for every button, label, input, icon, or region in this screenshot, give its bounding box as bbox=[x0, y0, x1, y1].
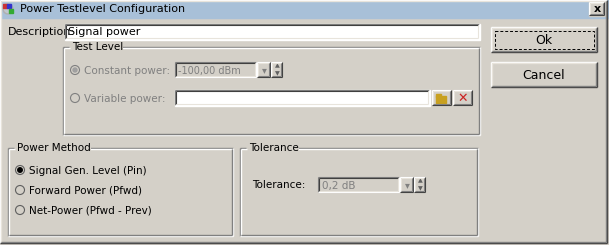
Circle shape bbox=[73, 68, 77, 72]
Circle shape bbox=[71, 94, 80, 102]
Text: ▼: ▼ bbox=[418, 186, 423, 192]
Text: x: x bbox=[593, 4, 600, 14]
Bar bbox=[400, 177, 414, 193]
Text: ▲: ▲ bbox=[275, 63, 280, 69]
Text: ▼: ▼ bbox=[275, 72, 280, 76]
Text: Ok: Ok bbox=[535, 34, 552, 47]
Circle shape bbox=[4, 5, 12, 12]
Text: Signal Gen. Level (Pin): Signal Gen. Level (Pin) bbox=[29, 166, 147, 175]
Bar bbox=[436, 94, 441, 97]
Text: Power Method: Power Method bbox=[17, 143, 91, 153]
Bar bbox=[432, 90, 452, 106]
Bar bbox=[175, 62, 257, 78]
Text: Variable power:: Variable power: bbox=[84, 94, 166, 103]
Bar bbox=[453, 90, 473, 106]
Text: ✕: ✕ bbox=[458, 92, 468, 105]
Text: Description:: Description: bbox=[8, 27, 75, 37]
Text: Constant power:: Constant power: bbox=[84, 65, 170, 75]
Bar bbox=[414, 177, 426, 193]
Text: Test Level: Test Level bbox=[72, 42, 123, 52]
Bar bbox=[491, 27, 598, 53]
Bar bbox=[495, 31, 594, 49]
Circle shape bbox=[15, 206, 24, 215]
Text: 0,2 dB: 0,2 dB bbox=[322, 181, 356, 191]
Bar bbox=[589, 2, 605, 16]
Circle shape bbox=[15, 166, 24, 174]
Bar bbox=[491, 62, 598, 88]
Text: Forward Power (Pfwd): Forward Power (Pfwd) bbox=[29, 185, 142, 196]
Text: Tolerance:: Tolerance: bbox=[252, 180, 305, 190]
Text: ▾: ▾ bbox=[404, 181, 409, 191]
Bar bbox=[436, 96, 446, 103]
Text: Net-Power (Pfwd - Prev): Net-Power (Pfwd - Prev) bbox=[29, 206, 152, 216]
Bar bbox=[257, 62, 271, 78]
Text: Power Testlevel Configuration: Power Testlevel Configuration bbox=[20, 4, 185, 14]
Bar bbox=[0, 0, 609, 18]
Bar bbox=[175, 90, 430, 106]
Circle shape bbox=[3, 4, 13, 14]
Text: ▲: ▲ bbox=[418, 179, 423, 184]
Bar bbox=[271, 62, 283, 78]
Text: ▾: ▾ bbox=[261, 65, 267, 75]
Text: Tolerance: Tolerance bbox=[249, 143, 299, 153]
Circle shape bbox=[15, 185, 24, 195]
Circle shape bbox=[71, 65, 80, 74]
Text: -100,00 dBm: -100,00 dBm bbox=[178, 65, 241, 75]
Circle shape bbox=[18, 168, 23, 172]
Text: Cancel: Cancel bbox=[523, 69, 565, 82]
Bar bbox=[318, 177, 400, 193]
Bar bbox=[65, 24, 480, 40]
Text: Signal power: Signal power bbox=[68, 27, 141, 37]
